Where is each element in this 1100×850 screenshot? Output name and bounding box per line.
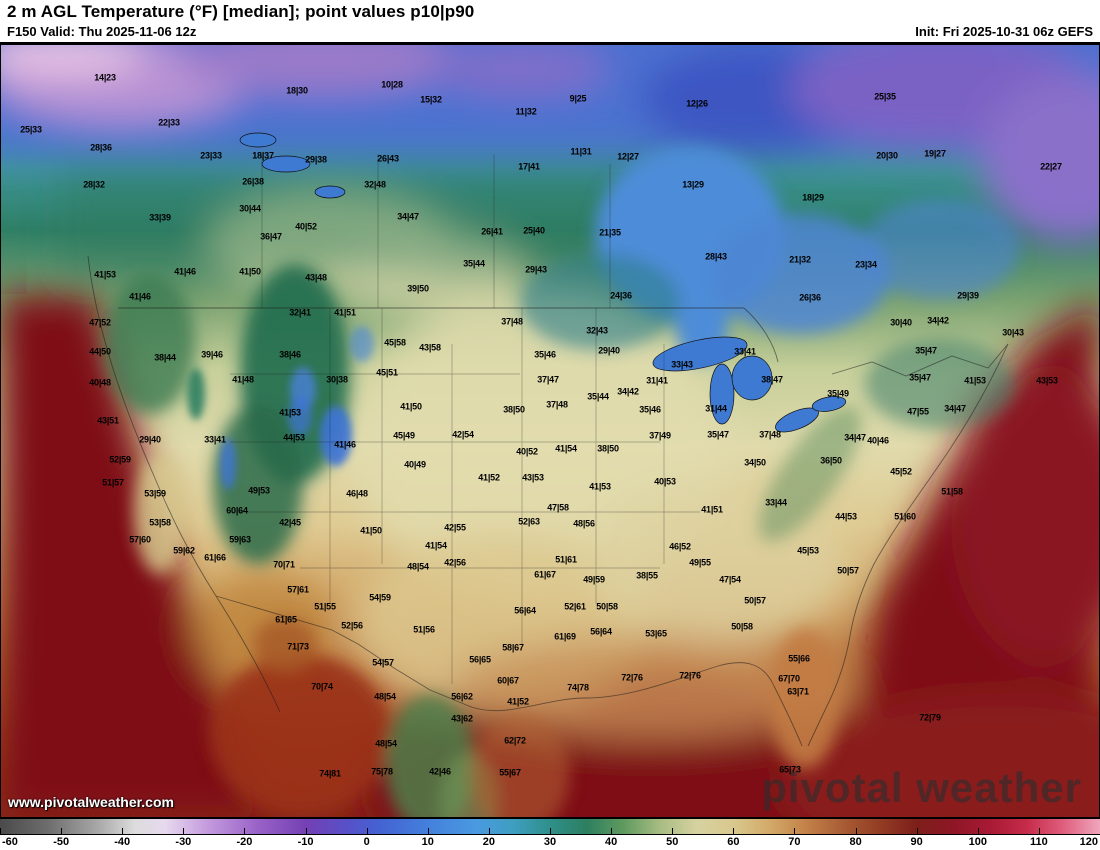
colorbar-tick-label: -30 xyxy=(175,836,192,848)
colorbar-tick-mark xyxy=(550,828,551,834)
header: 2 m AGL Temperature (°F) [median]; point… xyxy=(0,0,1100,44)
map-title: 2 m AGL Temperature (°F) [median]; point… xyxy=(7,2,475,21)
colorbar-tick-label: 100 xyxy=(968,836,987,848)
colorbar-tick-label: 40 xyxy=(605,836,618,848)
colorbar-tick-label: -20 xyxy=(236,836,253,848)
colorbar-tick-mark xyxy=(1038,828,1040,834)
colorbar-tick-label: 70 xyxy=(788,836,801,848)
colorbar-tick-mark xyxy=(366,828,368,834)
colorbar-tick-mark xyxy=(0,828,1,834)
colorbar-tick-label: 90 xyxy=(910,836,923,848)
colorbar-tick-label: 50 xyxy=(666,836,679,848)
colorbar-tick-mark xyxy=(122,828,124,834)
colorbar-tick-mark xyxy=(61,828,63,834)
header-meta: F150 Valid: Thu 2025-11-06 12z Init: Fri… xyxy=(7,22,1093,41)
colorbar-tick-mark xyxy=(733,828,735,834)
colorbar-tick-mark xyxy=(794,828,796,834)
colorbar-tick-label: 20 xyxy=(482,836,495,848)
colorbar-tick-mark xyxy=(977,828,979,834)
valid-time: F150 Valid: Thu 2025-11-06 12z xyxy=(7,24,197,39)
colorbar-tick-label: 110 xyxy=(1029,836,1048,848)
colorbar-tick-mark xyxy=(305,828,307,834)
colorbar-tick-label: 60 xyxy=(727,836,740,848)
colorbar-tick-label: 30 xyxy=(543,836,557,848)
colorbar-tick-mark xyxy=(916,828,918,834)
colorbar-tick-label: -60 xyxy=(2,836,18,848)
colorbar-tick-mark xyxy=(672,828,674,834)
colorbar-tick-mark xyxy=(488,828,490,834)
colorbar-tick-mark xyxy=(855,828,857,834)
colorbar-tick-label: -40 xyxy=(114,836,131,848)
colorbar-tick-label: -10 xyxy=(297,836,314,848)
temperature-field xyxy=(0,44,1100,818)
colorbar-tick-mark xyxy=(611,828,613,834)
colorbar-tick-mark xyxy=(244,828,246,834)
colorbar-tick-mark xyxy=(427,828,429,834)
colorbar-tick-label: 80 xyxy=(849,836,862,848)
colorbar-tick-mark xyxy=(183,828,185,834)
colorbar-tick-label: 120 xyxy=(1079,836,1098,848)
init-time: Init: Fri 2025-10-31 06z GEFS xyxy=(915,24,1093,39)
colorbar-labels: -60 -50 -40 -30 -20 -10 0 10 20 30 40 50 60 70 80 90 100… xyxy=(0,835,1100,850)
colorbar: -60 -50 -40 -30 -20 -10 0 10 20 30 40 50 60 70 80 90 100… xyxy=(0,818,1100,850)
colorbar-tick-label: 0 xyxy=(363,836,370,848)
colorbar-tick-label: 10 xyxy=(421,836,434,848)
colorbar-gradient xyxy=(0,818,1100,835)
colorbar-tick-label: -50 xyxy=(53,836,70,848)
map-canvas[interactable] xyxy=(0,44,1100,818)
